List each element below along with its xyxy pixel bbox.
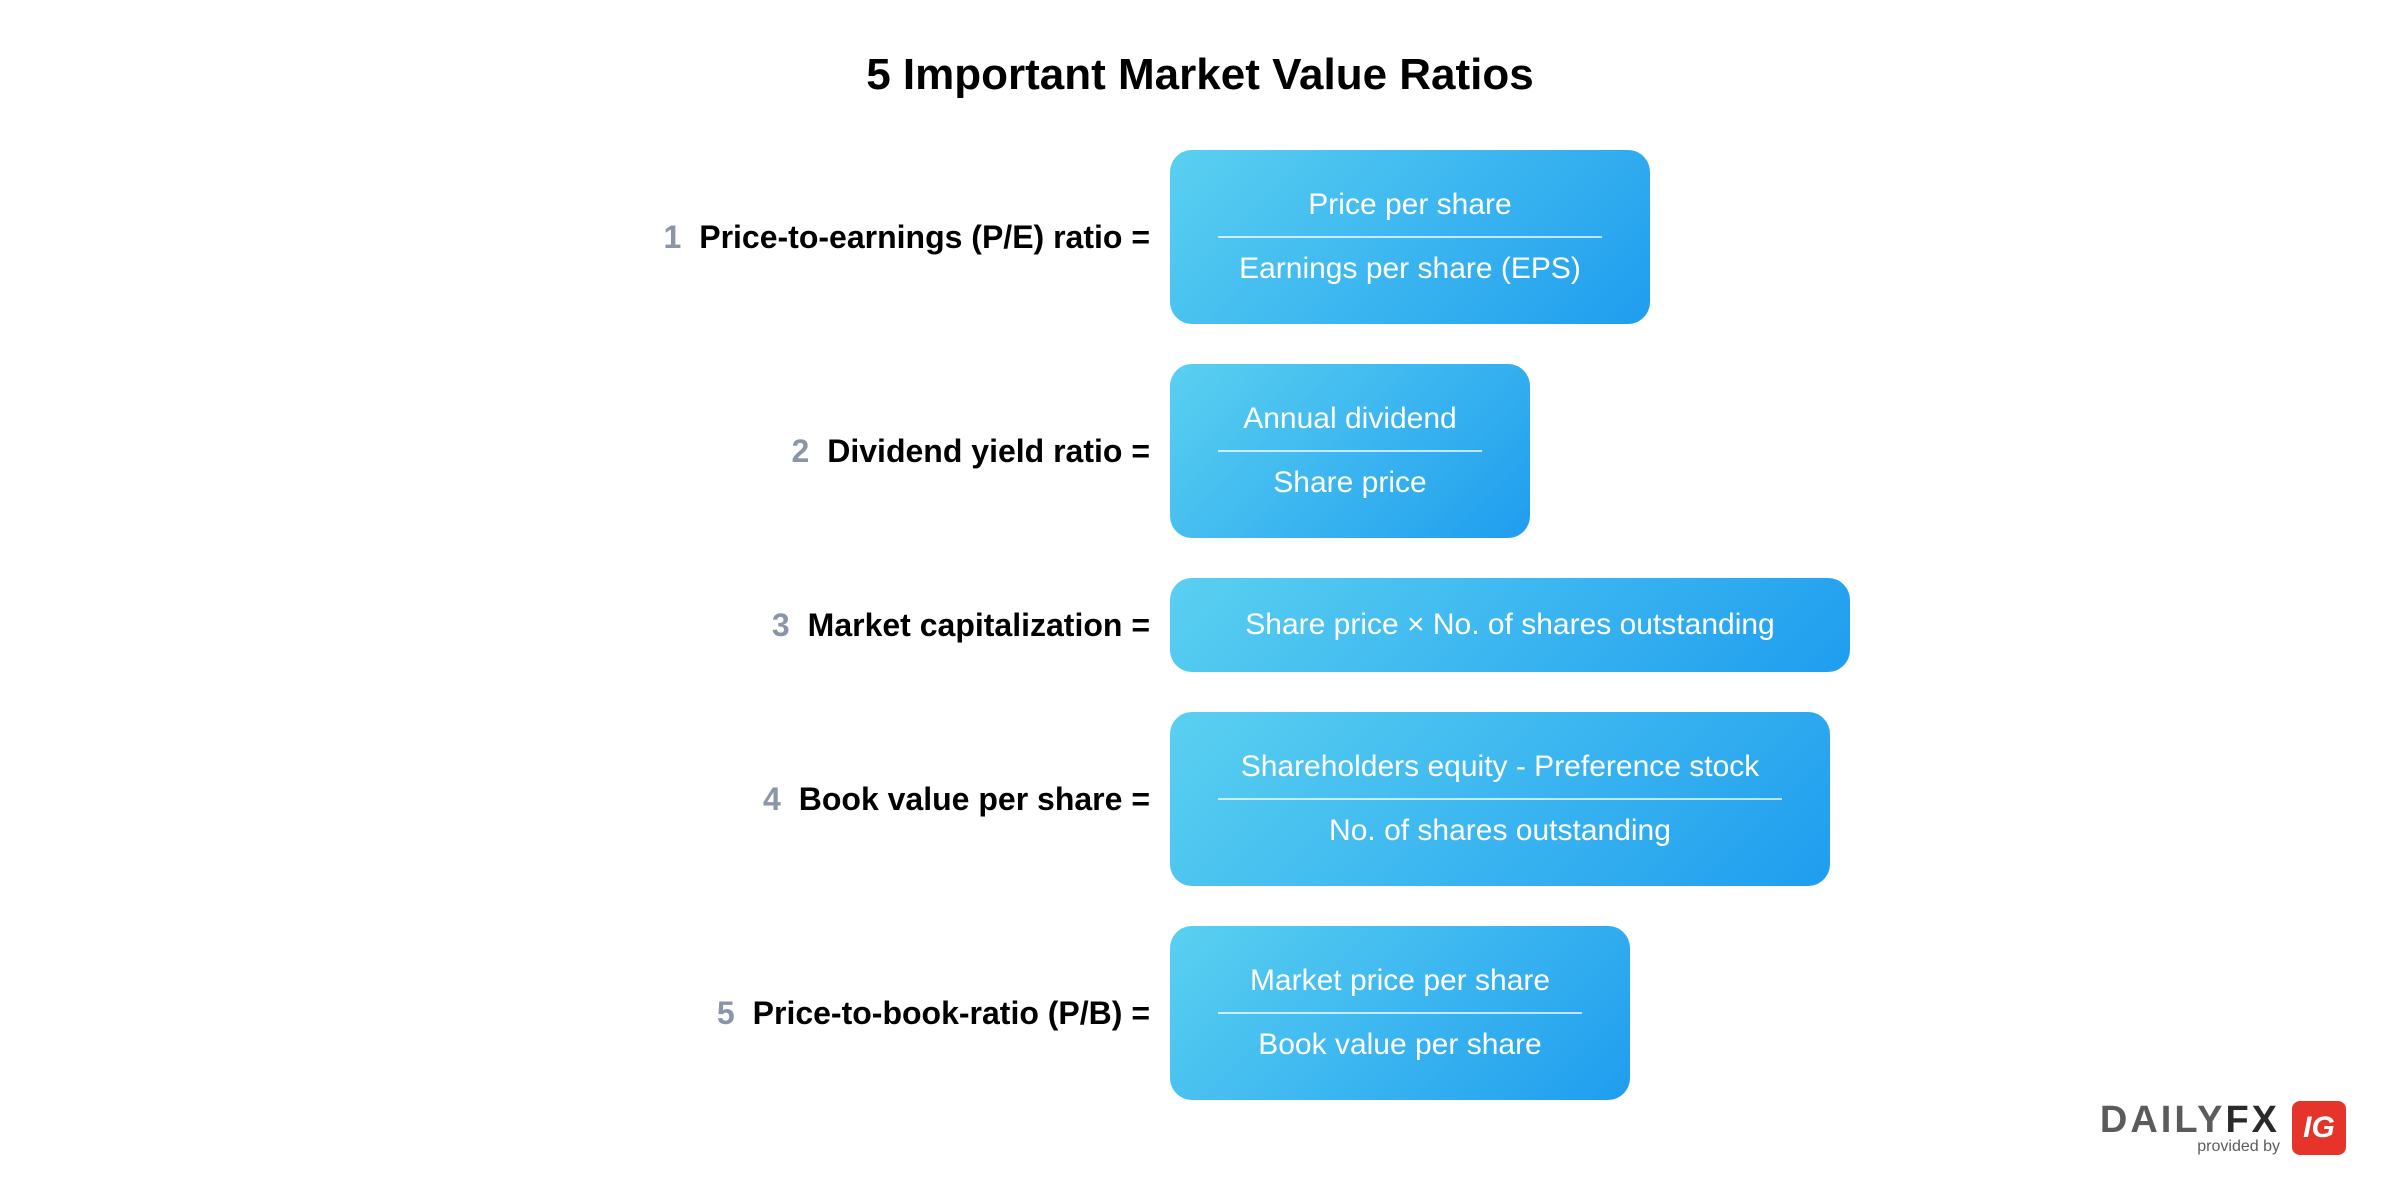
ratios-list: 1 Price-to-earnings (P/E) ratio = Price … — [0, 150, 2400, 1100]
dailyfx-logo: DAILYFX provided by — [2100, 1099, 2280, 1156]
formula-numerator: Shareholders equity - Preference stock — [1214, 736, 1786, 798]
dailyfx-main: DAILYFX — [2100, 1099, 2280, 1142]
formula-numerator: Market price per share — [1214, 950, 1586, 1012]
dailyfx-daily: DAILY — [2100, 1099, 2226, 1141]
ratio-formula: Market price per share Book value per sh… — [1170, 926, 1630, 1100]
ratio-label-wrap: 2 Dividend yield ratio = — [300, 433, 1170, 470]
ratio-label: Price-to-book-ratio (P/B) = — [753, 995, 1150, 1032]
formula-denominator: Earnings per share (EPS) — [1214, 238, 1606, 300]
formula-numerator: Annual dividend — [1214, 388, 1486, 450]
formula-box: Share price × No. of shares outstanding — [1170, 578, 1850, 672]
formula-denominator: Share price — [1214, 452, 1486, 514]
formula-denominator: No. of shares outstanding — [1214, 800, 1786, 862]
ratio-number: 5 — [717, 995, 735, 1032]
ratio-row-2: 2 Dividend yield ratio = Annual dividend… — [300, 364, 2100, 538]
ratio-label: Book value per share = — [799, 781, 1150, 818]
ratio-label: Price-to-earnings (P/E) ratio = — [699, 219, 1150, 256]
ratio-formula: Share price × No. of shares outstanding — [1170, 578, 1850, 672]
dailyfx-subtitle: provided by — [2197, 1138, 2280, 1156]
ratio-label-wrap: 1 Price-to-earnings (P/E) ratio = — [300, 219, 1170, 256]
ratio-label-wrap: 5 Price-to-book-ratio (P/B) = — [300, 995, 1170, 1032]
formula-box: Market price per share Book value per sh… — [1170, 926, 1630, 1100]
formula-box: Annual dividend Share price — [1170, 364, 1530, 538]
ratio-label-wrap: 3 Market capitalization = — [300, 607, 1170, 644]
ratio-label-wrap: 4 Book value per share = — [300, 781, 1170, 818]
page-title: 5 Important Market Value Ratios — [0, 50, 2400, 100]
formula-text: Share price × No. of shares outstanding — [1214, 608, 1806, 642]
ratio-number: 4 — [763, 781, 781, 818]
ratio-row-1: 1 Price-to-earnings (P/E) ratio = Price … — [300, 150, 2100, 324]
ratio-number: 3 — [772, 607, 790, 644]
ratio-number: 1 — [663, 219, 681, 256]
logo: DAILYFX provided by IG — [2100, 1099, 2346, 1156]
ratio-formula: Price per share Earnings per share (EPS) — [1170, 150, 1650, 324]
ratio-formula: Annual dividend Share price — [1170, 364, 1530, 538]
formula-denominator: Book value per share — [1214, 1014, 1586, 1076]
ratio-row-5: 5 Price-to-book-ratio (P/B) = Market pri… — [300, 926, 2100, 1100]
formula-numerator: Price per share — [1214, 174, 1606, 236]
ig-badge-icon: IG — [2292, 1101, 2346, 1155]
ratio-label: Dividend yield ratio = — [827, 433, 1150, 470]
ratio-row-4: 4 Book value per share = Shareholders eq… — [300, 712, 2100, 886]
ratio-row-3: 3 Market capitalization = Share price × … — [300, 578, 2100, 672]
ratio-formula: Shareholders equity - Preference stock N… — [1170, 712, 1830, 886]
formula-box: Shareholders equity - Preference stock N… — [1170, 712, 1830, 886]
ratio-label: Market capitalization = — [808, 607, 1150, 644]
formula-box: Price per share Earnings per share (EPS) — [1170, 150, 1650, 324]
ratio-number: 2 — [791, 433, 809, 470]
dailyfx-fx: FX — [2225, 1099, 2280, 1141]
